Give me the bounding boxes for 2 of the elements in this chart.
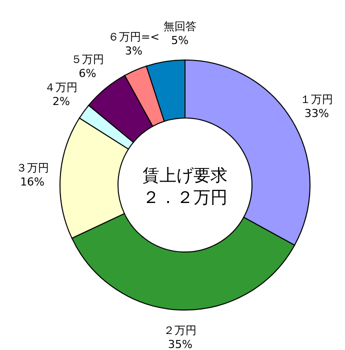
- annotation: ２．２万円: [142, 188, 228, 208]
- annotation: 賃上げ要求: [142, 166, 228, 186]
